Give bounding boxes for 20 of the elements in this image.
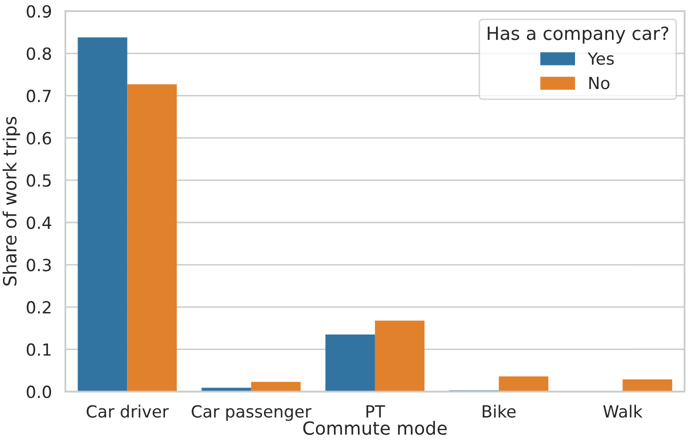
y-tick-label: 0.7 <box>26 90 51 102</box>
y-tick-label: 0.6 <box>26 132 52 145</box>
y-tick-label: 0.0 <box>26 386 52 398</box>
x-axis-title: Commute mode <box>303 420 447 435</box>
legend-title: Has a company car? <box>488 26 668 44</box>
y-tick-label: 0.8 <box>26 47 52 60</box>
y-tick-label: 0.1 <box>26 343 51 356</box>
y-tick-label: 0.4 <box>26 216 52 230</box>
y-tick-label: 0.9 <box>26 5 51 18</box>
x-tick-label: Car passenger <box>192 405 312 421</box>
y-axis-title: Share of work trips <box>2 116 20 286</box>
y-tick-label: 0.5 <box>26 174 51 187</box>
x-tick-label: Bike <box>482 404 516 418</box>
x-tick-label: PT <box>366 405 386 418</box>
x-tick-label: Walk <box>603 404 643 418</box>
y-tick-label: 0.3 <box>26 258 51 272</box>
legend-label: No <box>589 76 610 90</box>
y-tick-label: 0.2 <box>26 301 50 314</box>
legend-label: Yes <box>588 52 614 65</box>
x-tick-label: Car driver <box>86 404 169 418</box>
